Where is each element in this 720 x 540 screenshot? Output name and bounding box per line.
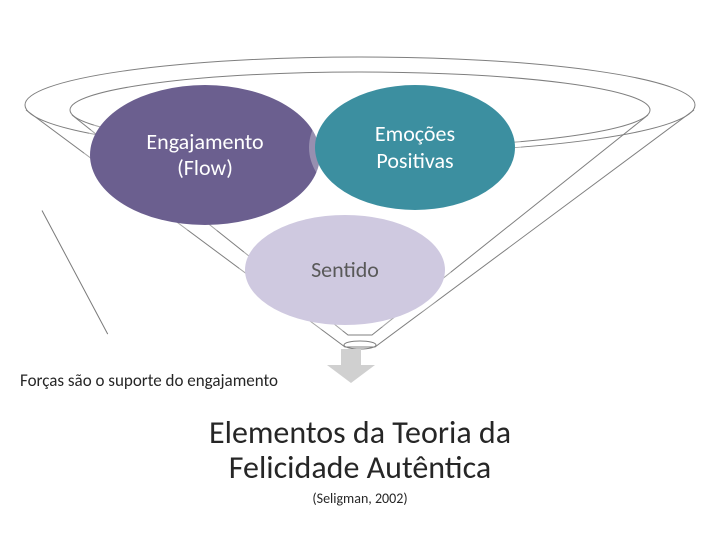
bubble-engajamento-label: Engajamento(Flow) [134, 129, 275, 182]
bubble-engajamento: Engajamento(Flow) [90, 85, 320, 225]
subtitle: (Seligman, 2002) [0, 490, 720, 507]
main-title: Elementos da Teoria da Felicidade Autênt… [0, 415, 720, 485]
funnel-diagram: Engajamento(Flow) EmoçõesPositivas Senti… [20, 55, 700, 355]
bubble-emocoes: EmoçõesPositivas [315, 85, 515, 210]
title-line-1: Elementos da Teoria da [209, 413, 511, 452]
bubble-sentido: Sentido [245, 215, 445, 325]
title-line-2: Felicidade Autêntica [229, 448, 491, 487]
caption-text: Forças são o suporte do engajamento [20, 370, 278, 391]
bubble-sentido-label: Sentido [299, 257, 391, 283]
bubble-emocoes-label: EmoçõesPositivas [363, 121, 467, 174]
down-arrow-icon [327, 349, 375, 383]
